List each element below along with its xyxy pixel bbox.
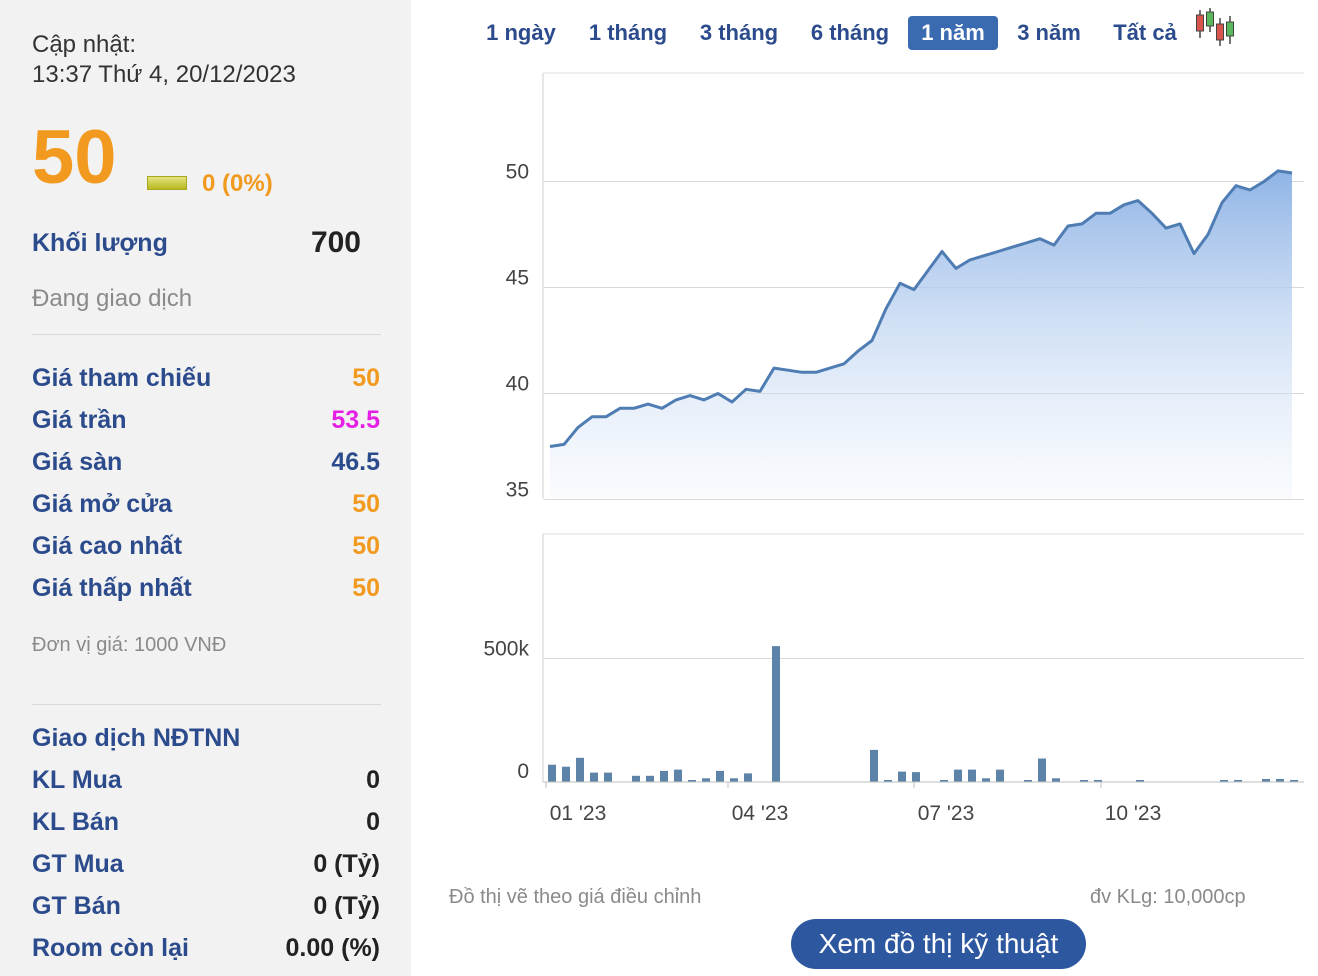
foreign-sell-value-label: GT Bán — [32, 892, 121, 920]
volume-bar — [1234, 780, 1242, 782]
price-change: 0 (0%) — [202, 170, 273, 197]
volume-bar — [674, 769, 682, 782]
foreign-buy-volume-value: 0 — [366, 766, 380, 794]
tab-all[interactable]: Tất cả — [1113, 20, 1177, 45]
x-axis: 01 '23 04 '23 07 '23 10 '23 — [543, 781, 1304, 825]
stock-info-panel: Cập nhật: 13:37 Thứ 4, 20/12/2023 50 0 (… — [0, 0, 411, 976]
tab-1-month[interactable]: 1 tháng — [588, 20, 668, 45]
volume-bar — [562, 766, 570, 782]
x-tick-label: 07 '23 — [918, 802, 975, 825]
volume-bar — [576, 757, 584, 782]
volume-value: 700 — [310, 226, 361, 259]
price-y-tick-label: 45 — [506, 267, 529, 290]
foreign-buy-value-value: 0 (Tỷ) — [313, 850, 380, 878]
volume-bar — [954, 769, 962, 782]
update-label: Cập nhật: — [32, 31, 137, 58]
x-tick-label: 10 '23 — [1105, 802, 1162, 825]
volume-bar — [1080, 780, 1088, 782]
volume-bar — [1038, 758, 1046, 782]
volume-bar — [702, 778, 710, 782]
foreign-buy-volume-label: KL Mua — [32, 766, 122, 794]
volume-bar — [730, 778, 738, 782]
volume-bar — [548, 764, 556, 782]
technical-chart-button[interactable]: Xem đồ thị kỹ thuật — [791, 919, 1086, 969]
tab-3-months[interactable]: 3 tháng — [699, 20, 779, 45]
volume-bar — [604, 772, 612, 782]
price-pane: 35 40 45 50 — [506, 72, 1304, 502]
ref-price-value: 50 — [352, 364, 380, 392]
foreign-sell-volume-value: 0 — [366, 808, 380, 836]
volume-bar — [898, 771, 906, 782]
volume-bar — [688, 780, 696, 782]
open-price-value: 50 — [352, 490, 380, 518]
price-y-tick-label: 35 — [506, 479, 529, 502]
volume-bar — [1220, 780, 1228, 782]
current-price: 50 — [32, 115, 117, 200]
volume-bar — [996, 769, 1004, 782]
volume-bar — [884, 780, 892, 782]
foreign-room-value: 0.00 (%) — [285, 934, 380, 962]
low-price-label: Giá thấp nhất — [32, 574, 192, 602]
price-area-fill — [550, 170, 1292, 498]
x-tick-label: 01 '23 — [550, 802, 607, 825]
update-time: 13:37 Thứ 4, 20/12/2023 — [32, 61, 296, 88]
volume-bar — [982, 778, 990, 782]
volume-bar — [1094, 780, 1102, 782]
unchanged-indicator-icon — [147, 176, 187, 190]
divider — [32, 334, 381, 335]
foreign-room-label: Room còn lại — [32, 934, 189, 962]
volume-bar — [1024, 780, 1032, 782]
volume-bar — [1136, 780, 1144, 782]
foreign-sell-volume-label: KL Bán — [32, 808, 120, 836]
trading-status: Đang giao dịch — [32, 285, 193, 312]
price-line — [549, 169, 1293, 448]
ceiling-price-label: Giá trần — [32, 406, 127, 434]
tab-3-years[interactable]: 3 năm — [1017, 20, 1081, 45]
low-price-value: 50 — [352, 574, 380, 602]
volume-bar — [772, 646, 780, 782]
foreign-buy-value-label: GT Mua — [32, 850, 124, 878]
tab-6-months[interactable]: 6 tháng — [810, 20, 890, 45]
volume-bar — [1276, 779, 1284, 782]
volume-unit-note: đv KLg: 10,000cp — [1090, 886, 1246, 908]
volume-bar — [1290, 780, 1298, 782]
volume-bar — [940, 780, 948, 782]
volume-bar — [1262, 779, 1270, 782]
tab-1-day[interactable]: 1 ngày — [486, 20, 556, 45]
volume-bar — [870, 749, 878, 782]
ceiling-price-value: 53.5 — [331, 406, 380, 434]
volume-pane: 0 500k — [483, 533, 1304, 783]
x-tick-label: 04 '23 — [732, 802, 789, 825]
volume-y-tick-label: 500k — [483, 638, 529, 661]
volume-bar — [912, 772, 920, 782]
volume-bar — [646, 775, 654, 782]
ref-price-label: Giá tham chiếu — [32, 364, 212, 392]
open-price-label: Giá mở cửa — [32, 490, 173, 518]
volume-bar — [632, 775, 640, 782]
price-y-tick-label: 50 — [506, 161, 529, 184]
price-y-tick-label: 40 — [506, 373, 529, 396]
tab-1-year[interactable]: 1 năm — [908, 16, 998, 50]
divider — [32, 704, 381, 705]
candlestick-chart-icon[interactable] — [1192, 6, 1238, 48]
high-price-label: Giá cao nhất — [32, 532, 183, 560]
adjusted-price-note: Đồ thị vẽ theo giá điều chỉnh — [449, 886, 702, 908]
volume-bar — [744, 773, 752, 782]
volume-label: Khối lượng — [32, 229, 168, 257]
volume-y-tick-label: 0 — [517, 760, 529, 783]
volume-bar — [716, 770, 724, 782]
volume-bar — [968, 769, 976, 782]
volume-bar — [590, 772, 598, 782]
price-unit-note: Đơn vị giá: 1000 VNĐ — [32, 634, 227, 656]
floor-price-value: 46.5 — [331, 448, 380, 476]
foreign-sell-value-value: 0 (Tỷ) — [313, 892, 380, 920]
floor-price-label: Giá sàn — [32, 448, 123, 476]
high-price-value: 50 — [352, 532, 380, 560]
foreign-trading-title: Giao dịch NĐTNN — [32, 724, 241, 752]
volume-bar — [660, 770, 668, 782]
volume-bar — [1052, 778, 1060, 782]
